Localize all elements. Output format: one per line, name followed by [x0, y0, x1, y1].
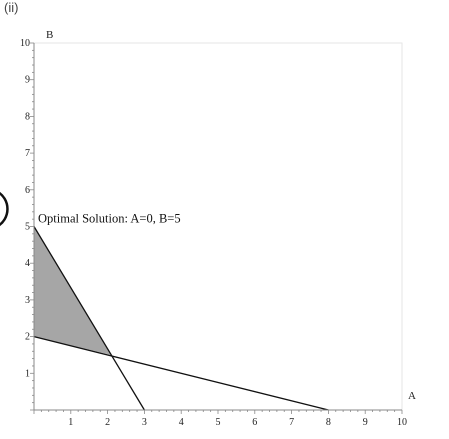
constraint-lines	[33, 226, 329, 411]
x-tick-label: 4	[179, 417, 184, 428]
x-ticks: 1 2 3 4 5 6 7 8 9 10	[33, 410, 407, 428]
y-tick-label: 8	[25, 111, 30, 122]
x-tick-label: 3	[142, 417, 147, 428]
x-tick-label: 2	[105, 417, 110, 428]
y-tick-label: 2	[25, 332, 30, 343]
optimal-solution-annotation: Optimal Solution: A=0, B=5	[38, 212, 181, 226]
y-tick-label: 5	[25, 222, 30, 233]
y-axis-label: B	[46, 29, 53, 41]
x-tick-label: 10	[397, 417, 407, 428]
x-axis-label: A	[408, 390, 416, 402]
y-tick-label: 10	[20, 38, 30, 49]
x-tick-label: 9	[363, 417, 368, 428]
y-tick-label: 6	[25, 185, 30, 196]
x-tick-label: 8	[326, 417, 331, 428]
y-tick-label: 9	[25, 75, 30, 86]
y-tick-label: 1	[25, 368, 30, 379]
plot-frame-edge	[34, 42, 403, 410]
y-ticks: 1 2 3 4 5 6 7 8 9 10	[20, 38, 34, 411]
y-tick-label: 3	[25, 295, 30, 306]
page-label: (ii)	[4, 0, 19, 15]
cropped-circle-decoration	[0, 191, 9, 227]
x-tick-label: 5	[216, 417, 221, 428]
y-tick-label: 7	[25, 148, 30, 159]
x-tick-label: 7	[289, 417, 294, 428]
x-tick-label: 6	[252, 417, 257, 428]
constraint-line-2	[33, 335, 329, 411]
x-tick-label: 1	[68, 417, 73, 428]
constraint-line-1	[33, 226, 145, 411]
axes	[33, 43, 402, 411]
plot-frame	[34, 42, 403, 410]
y-tick-label: 4	[25, 258, 30, 269]
